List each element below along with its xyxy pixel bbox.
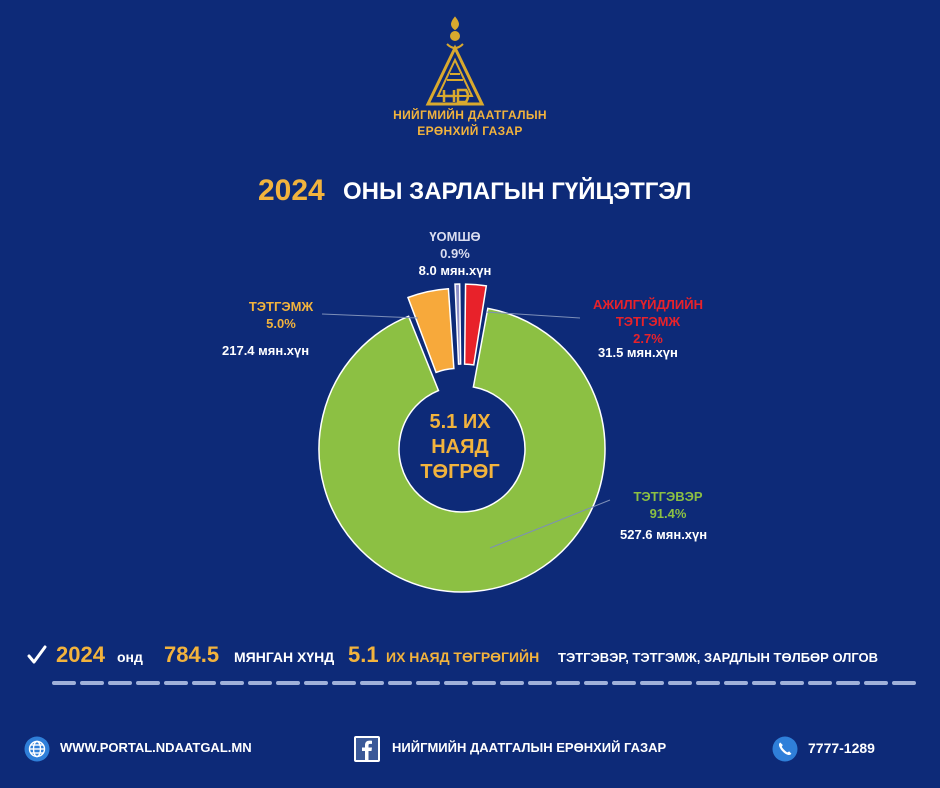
facebook-icon[interactable] [354,736,380,762]
label-uomsho-amount: 8.0 мян.хүн [418,263,492,278]
summary-amount: 5.1 [348,642,379,672]
label-ajilguidel-name2: ТЭТГЭМЖ [615,314,681,329]
org-name-line2: ЕРӨНХИЙ ГАЗАР [417,124,523,138]
phone-number[interactable]: 7777-1289 [808,740,875,756]
label-ajilguidel: АЖИЛГҮЙДЛИЙН ТЭТГЭМЖ 2.7% [578,296,718,347]
donut-chart [318,283,611,593]
summary-count-value: 784.5 [164,642,220,667]
org-name-line1: НИЙГМИЙН ДААТГАЛЫН [393,108,547,122]
summary-rest-text: ТЭТГЭВЭР, ТЭТГЭМЖ, ЗАРДЛЫН ТӨЛБӨР ОЛГОВ [558,650,879,665]
org-logo [425,16,485,106]
phone-icon [772,736,798,762]
summary-ond-text: онд [117,649,143,665]
center-line2: НАЯД [431,436,489,458]
slice-ажилгүйдлийн-тэтгэмж [463,283,488,366]
label-tetgemj-amount: 217.4 мян.хүн [222,343,310,358]
check-icon [27,645,47,664]
label-tetgever-name: ТЭТГЭВЭР [633,489,703,504]
label-uomsho: ҮОМШӨ 0.9% 8.0 мян.хүн [400,228,510,279]
summary-rest: ТЭТГЭВЭР, ТЭТГЭМЖ, ЗАРДЛЫН ТӨЛБӨР ОЛГОВ [558,649,878,679]
summary-year: 2024 [56,642,105,672]
dashed-divider [52,681,918,685]
website-link[interactable]: WWW.PORTAL.NDAATGAL.MN [60,740,252,755]
label-ajilguidel-percent: 2.7% [633,331,663,346]
summary-ond: онд [117,649,143,679]
label-uomsho-name: ҮОМШӨ [429,229,481,244]
slice-үомшө [454,283,462,365]
slice-тэтгэмж [407,287,455,374]
summary-year-value: 2024 [56,642,105,667]
donut-center-label: 5.1 ИХ НАЯД ТӨГРӨГ [400,410,520,485]
globe-icon [24,736,50,762]
leader-tetgemj [321,313,419,319]
label-ajilguidel-name1: АЖИЛГҮЙДЛИЙН [592,297,703,312]
center-line3: ТӨГРӨГ [420,461,500,483]
summary-count: 784.5 [164,642,219,672]
facebook-link[interactable]: НИЙГМИЙН ДААТГАЛЫН ЕРӨНХИЙ ГАЗАР [392,740,667,755]
label-tetgemj-percent: 5.0% [266,316,296,331]
summary-amount-value: 5.1 [348,642,379,667]
leader-tetgever [489,499,611,549]
center-line1: 5.1 ИХ [429,411,491,433]
label-tetgemj-name: ТЭТГЭМЖ [248,299,314,314]
label-uomsho-percent: 0.9% [440,246,470,261]
label-tetgemj: ТЭТГЭМЖ 5.0% [226,298,336,332]
summary-unit-text: ИХ НАЯД ТӨГРӨГИЙН [386,649,540,665]
label-ajilguidel-amount: 31.5 мян.хүн [598,345,678,360]
slice-тэтгэвэр [318,307,606,593]
label-tetgever-amount: 527.6 мян.хүн [620,527,708,542]
summary-unit: ИХ НАЯД ТӨГРӨГИЙН [386,649,539,679]
leader-ajilguidel [485,311,581,319]
summary-people-text: МЯНГАН ХҮНД [234,649,335,665]
title-year: 2024 [258,174,325,207]
label-tetgever: ТЭТГЭВЭР 91.4% [620,488,716,522]
page-title: ОНЫ ЗАРЛАГЫН ГҮЙЦЭТГЭЛ [343,178,692,205]
label-tetgever-percent: 91.4% [649,506,687,521]
summary-people: МЯНГАН ХҮНД [234,649,334,679]
